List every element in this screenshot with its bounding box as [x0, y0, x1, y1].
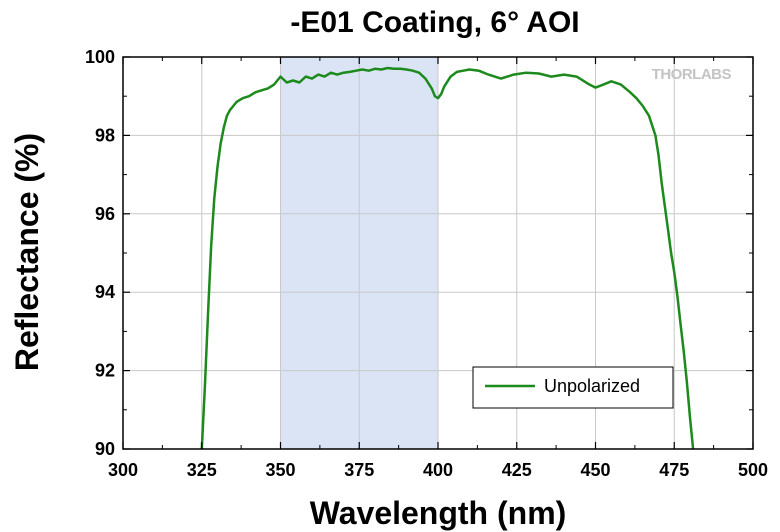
y-axis-label: Reflectance (%) [9, 133, 45, 371]
x-axis-label: Wavelength (nm) [310, 495, 567, 531]
y-tick-label-92: 92 [95, 361, 115, 381]
y-tick-label-98: 98 [95, 125, 115, 145]
axis-ticks [122, 56, 754, 450]
y-tick-label-100: 100 [85, 47, 115, 67]
x-tick-label-450: 450 [580, 460, 610, 480]
legend-box [472, 366, 674, 409]
x-tick-label-350: 350 [265, 460, 295, 480]
legend: Unpolarized [472, 366, 674, 409]
x-tick-label-500: 500 [738, 460, 768, 480]
chart-title: -E01 Coating, 6° AOI [290, 6, 579, 39]
y-tick-label-96: 96 [95, 204, 115, 224]
unpolarized-series-line [200, 66, 695, 450]
x-tick-label-375: 375 [344, 460, 374, 480]
y-tick-label-94: 94 [95, 282, 115, 302]
x-tick-labels: 300 325 350 375 400 425 450 475 500 [108, 460, 768, 480]
legend-label-unpolarized: Unpolarized [544, 376, 640, 396]
y-tick-label-90: 90 [95, 439, 115, 459]
x-tick-label-425: 425 [502, 460, 532, 480]
x-tick-label-475: 475 [659, 460, 689, 480]
x-tick-label-400: 400 [423, 460, 453, 480]
x-tick-label-300: 300 [108, 460, 138, 480]
x-tick-label-325: 325 [187, 460, 217, 480]
thorlabs-watermark: THORLABS [652, 66, 732, 83]
y-tick-labels: 90 92 94 96 98 100 [85, 47, 115, 459]
